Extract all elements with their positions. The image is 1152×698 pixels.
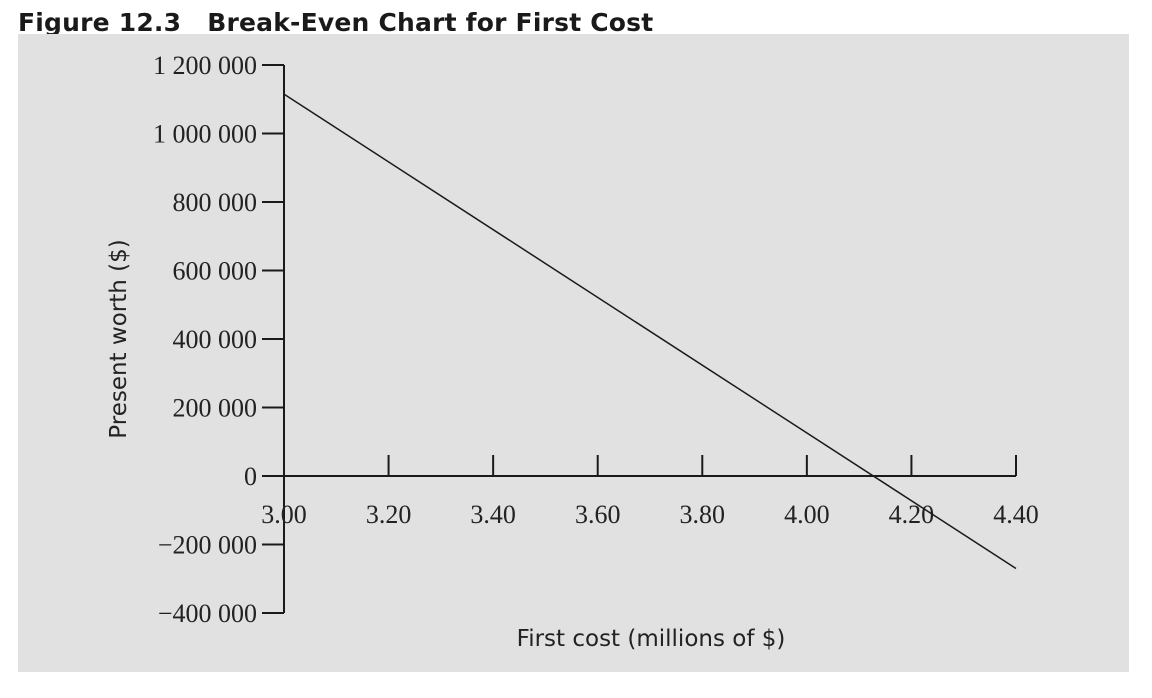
chart-panel (18, 34, 1129, 672)
y-tick-label: 0 (244, 462, 257, 491)
y-tick-label: −200 000 (158, 531, 257, 560)
x-tick-label: 3.60 (575, 500, 621, 529)
y-axis-title: Present worth ($) (106, 239, 132, 438)
x-tick-label: 3.40 (470, 500, 516, 529)
y-tick-label: 600 000 (173, 257, 258, 286)
x-axis: 3.00 3.20 3.40 3.60 3.80 4.00 4.20 4.40 (261, 455, 1039, 529)
y-tick-label: 200 000 (173, 394, 258, 423)
y-tick-label: 1 000 000 (153, 120, 257, 149)
figure-number: Figure 12.3 (18, 8, 182, 37)
figure-title: Break-Even Chart for First Cost (207, 8, 654, 37)
y-tick-label: 800 000 (173, 188, 258, 217)
y-axis: 1 200 000 1 000 000 800 000 600 000 400 000 2… (153, 51, 285, 628)
x-tick-label: 3.20 (366, 500, 412, 529)
x-tick-label: 4.20 (889, 500, 935, 529)
y-tick-label: 1 200 000 (153, 51, 257, 80)
series-layer (283, 93, 1017, 570)
y-tick-label: 400 000 (173, 325, 258, 354)
x-tick-label: 3.00 (261, 500, 307, 529)
x-tick-label: 3.80 (680, 500, 726, 529)
x-tick-label: 4.40 (993, 500, 1039, 529)
present-worth-line (283, 93, 1017, 570)
x-axis-title: First cost (millions of $) (517, 626, 786, 652)
figure-heading: Figure 12.3 Break-Even Chart for First Co… (18, 8, 653, 37)
x-tick-label: 4.00 (784, 500, 830, 529)
y-tick-label: −400 000 (158, 599, 257, 628)
